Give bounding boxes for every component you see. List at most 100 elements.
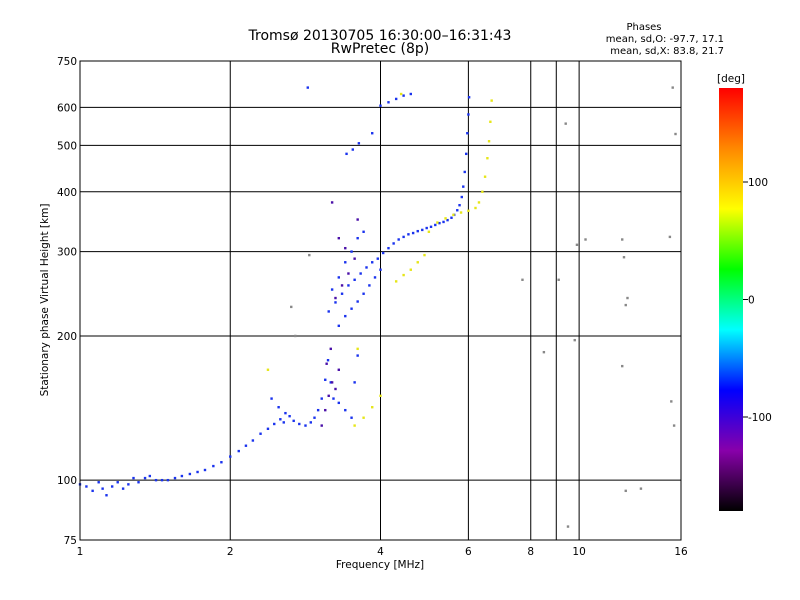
point-O-95 <box>379 268 382 271</box>
point-X-23 <box>399 92 403 96</box>
point-O-97 <box>337 276 341 279</box>
point-X-24 <box>266 368 270 371</box>
point-O-6 <box>110 485 114 488</box>
point-O-100 <box>356 236 359 240</box>
point-O-64 <box>392 242 395 245</box>
point-O-30 <box>273 422 276 426</box>
y-tick-label-300: 300 <box>57 247 77 259</box>
point-O-2 <box>91 489 94 493</box>
x-tick-label-2: 2 <box>227 546 234 558</box>
y-tick-label-750: 750 <box>57 56 77 68</box>
stats-x-line: mean, sd,X: 83.8, 21.7 <box>610 46 724 57</box>
point-O-dark-7 <box>337 368 341 371</box>
point-O-dark-1 <box>324 408 327 412</box>
point-O-28 <box>259 432 262 435</box>
point-O-dark-0 <box>320 424 323 427</box>
point-noise-19 <box>674 132 677 136</box>
point-X-15 <box>474 206 477 210</box>
point-O-90 <box>350 307 353 310</box>
point-noise-12 <box>624 303 627 307</box>
point-O-94 <box>373 276 377 279</box>
point-O-dark-9 <box>340 284 344 287</box>
point-O-dark-8 <box>334 296 337 300</box>
point-O-32 <box>284 411 287 415</box>
point-O-77 <box>450 216 453 219</box>
point-O-105 <box>379 104 382 107</box>
point-O-92 <box>362 292 365 295</box>
point-O-15 <box>160 478 164 482</box>
point-O-52 <box>282 421 285 424</box>
point-O-63 <box>387 246 390 250</box>
point-O-67 <box>407 233 410 236</box>
point-X-11 <box>444 217 447 220</box>
point-O-33 <box>288 414 291 418</box>
point-O-82 <box>462 185 465 188</box>
chart-subtitle: RwPretec (8p) <box>331 41 429 57</box>
point-X-9 <box>427 230 431 233</box>
point-O-79 <box>456 209 459 212</box>
grid-layer <box>80 61 681 540</box>
point-O-110 <box>371 132 374 135</box>
point-O-75 <box>442 220 445 224</box>
point-O-25 <box>237 449 240 453</box>
point-O-101 <box>362 230 365 233</box>
stats-o-line: mean, sd,O: -97.7, 17.1 <box>606 34 724 45</box>
point-O-37 <box>309 421 312 424</box>
point-noise-15 <box>639 487 643 490</box>
point-X-14 <box>467 209 470 213</box>
point-O-89 <box>344 314 347 318</box>
point-O-40 <box>320 397 323 400</box>
point-O-13 <box>148 474 152 478</box>
point-O-51 <box>277 406 280 409</box>
point-X-12 <box>452 213 455 217</box>
point-O-36 <box>304 424 307 427</box>
point-O-22 <box>212 464 215 468</box>
point-noise-0 <box>290 305 293 309</box>
point-O-29 <box>266 427 270 431</box>
point-O-72 <box>429 225 433 229</box>
point-O-3 <box>97 481 100 484</box>
point-noise-16 <box>670 400 673 403</box>
chart-title: Tromsø 20130705 16:30:00–16:31:43 <box>248 28 512 44</box>
point-O-12 <box>143 476 147 480</box>
point-O-27 <box>251 439 255 442</box>
x-tick-label-8: 8 <box>527 546 534 558</box>
point-O-70 <box>421 228 424 232</box>
y-tick-label-75: 75 <box>64 535 77 547</box>
point-X-13 <box>459 211 463 214</box>
point-O-45 <box>337 401 341 405</box>
point-X-20 <box>487 140 491 143</box>
point-O-96 <box>330 288 334 291</box>
y-tick-label-500: 500 <box>57 140 77 152</box>
point-O-9 <box>127 483 130 486</box>
point-O-42 <box>326 359 330 362</box>
point-O-18 <box>180 474 184 478</box>
plot-frame <box>79 60 682 541</box>
point-O-8 <box>121 487 125 490</box>
point-O-107 <box>394 97 398 101</box>
point-noise-17 <box>672 424 676 427</box>
point-O-76 <box>446 218 449 222</box>
x-tick-label-1: 1 <box>77 546 84 558</box>
y-tick-label-600: 600 <box>57 102 77 114</box>
point-noise-11 <box>622 256 626 259</box>
x-tick-label-4: 4 <box>377 546 384 558</box>
point-noise-4 <box>542 350 546 354</box>
point-O-31 <box>279 418 282 421</box>
point-O-71 <box>425 226 428 230</box>
point-O-dark-5 <box>329 347 332 351</box>
y-tick-labels: 75 100 200 300 400 500 600 750 <box>57 56 77 547</box>
point-O-93 <box>368 284 371 287</box>
point-O-85 <box>466 132 469 135</box>
point-O-66 <box>402 235 405 239</box>
x-tick-labels: 1 2 4 6 8 10 16 <box>77 546 688 558</box>
point-O-73 <box>434 223 437 227</box>
point-X-21 <box>489 120 492 123</box>
point-O-111 <box>306 86 309 89</box>
point-O-dark-15 <box>356 218 359 221</box>
point-O-109 <box>409 92 412 96</box>
point-O-62 <box>381 251 385 255</box>
point-O-55 <box>340 292 344 295</box>
point-X-19 <box>486 157 489 160</box>
